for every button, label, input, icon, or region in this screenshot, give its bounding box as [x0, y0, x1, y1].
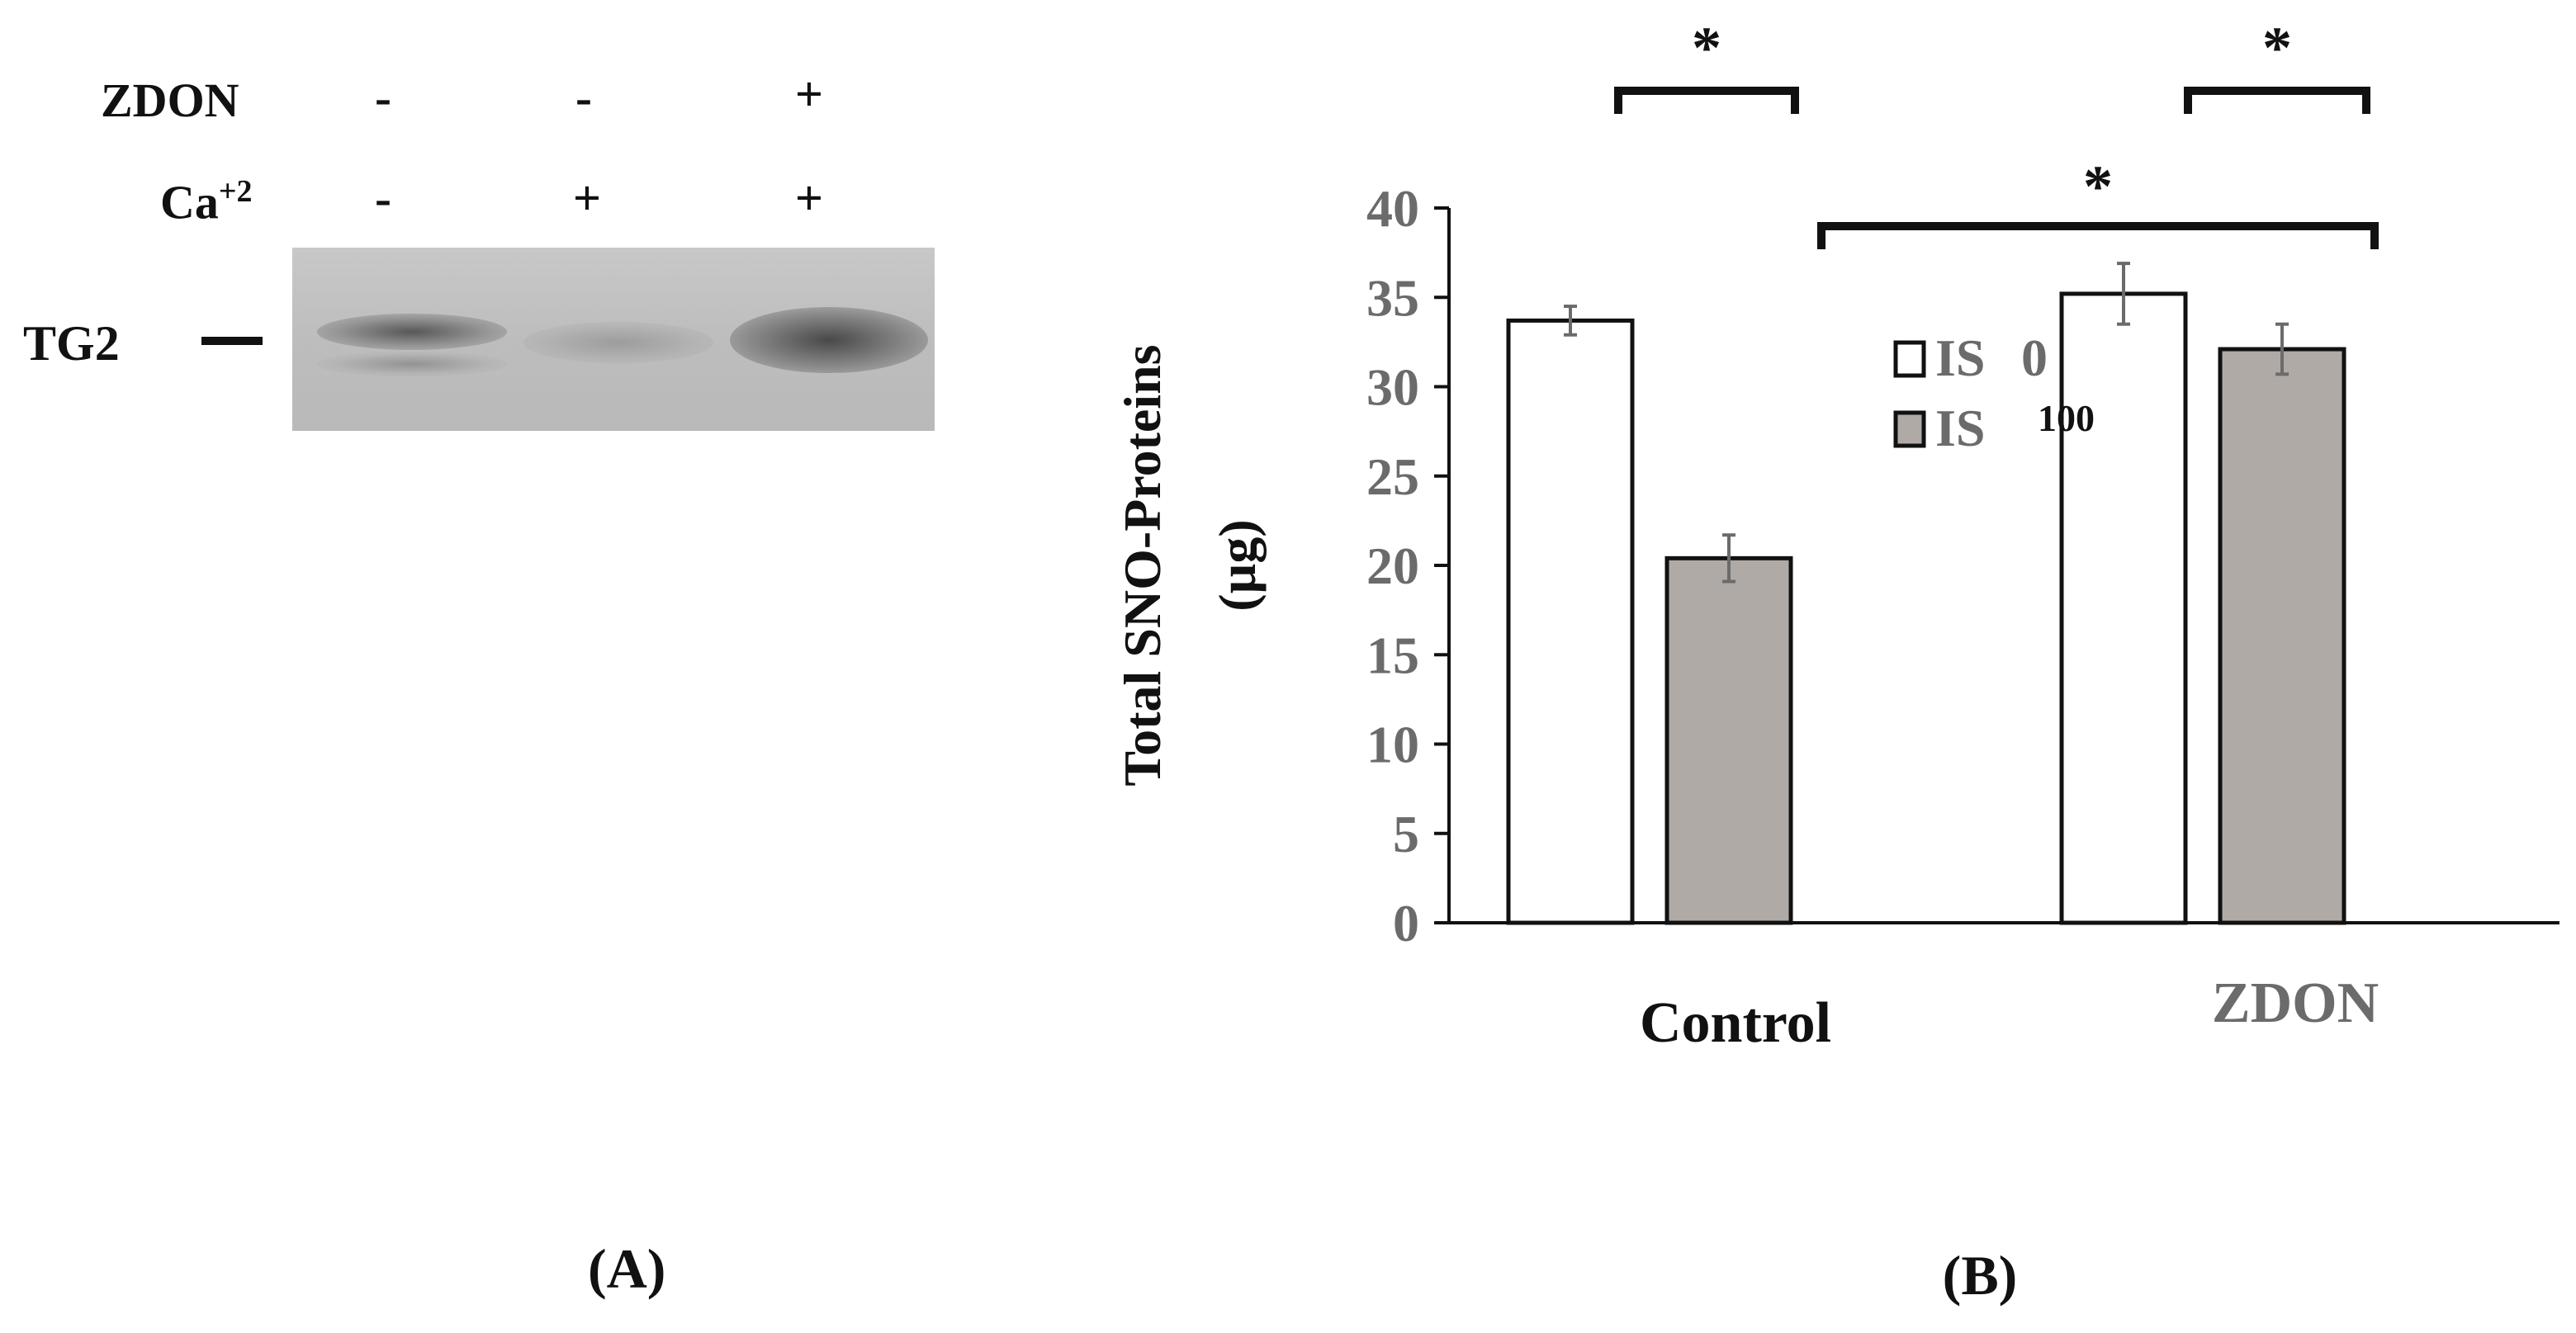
legend-swatch-is100	[1893, 410, 1926, 448]
y-tick-label: 30	[1366, 358, 1419, 417]
y-tick-label: 25	[1366, 447, 1419, 506]
significance-zdon-bracket	[2184, 87, 2370, 114]
panel-a-label-close: )	[646, 1237, 666, 1300]
significance-is100-star: *	[2083, 154, 2113, 220]
blot-band-lane-3	[730, 307, 928, 373]
legend-swatch-is0	[1893, 340, 1926, 378]
y-tick-label: 10	[1366, 716, 1419, 774]
zdon-sign-lane-2: -	[575, 70, 592, 125]
panel-a-label-open: (	[588, 1237, 607, 1300]
calcium-label-text: Ca	[160, 175, 219, 229]
panel-b-label: (B)	[1943, 1244, 2018, 1307]
significance-control-bracket	[1614, 87, 1799, 114]
y-axis-label-unit: (µg)	[1208, 519, 1267, 612]
zdon-row-label: ZDON	[101, 73, 239, 127]
significance-is100-bracket	[1817, 222, 2379, 249]
calcium-sign-lane-1: -	[375, 171, 391, 225]
panel-a-label-letter: A	[606, 1237, 647, 1300]
y-tick-label: 5	[1393, 805, 1419, 863]
blot-band-lane-1	[317, 314, 507, 350]
y-axis-label: Total SNO-Proteins	[1113, 344, 1172, 786]
calcium-row-label: Ca+2	[160, 173, 253, 229]
bar-control-is0	[1506, 318, 1635, 925]
legend-suffix-is100: 100	[2038, 397, 2095, 439]
bar-zdon-is0	[2059, 291, 2188, 925]
y-tick-label: 15	[1366, 626, 1419, 684]
legend-suffix-is0: 0	[2021, 329, 2048, 387]
calcium-superscript: +2	[218, 174, 253, 209]
x-category-label-zdon: ZDON	[2212, 971, 2379, 1035]
panel-a-label: (A)	[588, 1236, 665, 1302]
calcium-sign-lane-2: +	[572, 171, 602, 225]
y-tick-label: 35	[1366, 268, 1419, 327]
bar-zdon-is100	[2218, 347, 2346, 925]
tg2-label: TG2	[23, 316, 120, 371]
blot-band-lane-1-lower	[317, 352, 507, 376]
western-blot-image	[292, 248, 935, 431]
y-tick-label: 0	[1393, 894, 1419, 952]
legend-label-is0: IS	[1935, 329, 1986, 387]
y-tick-label: 40	[1366, 179, 1419, 238]
bar-control-is100	[1664, 555, 1793, 925]
blot-band-lane-2	[523, 322, 713, 363]
zdon-sign-lane-3: +	[794, 67, 824, 121]
calcium-sign-lane-3: +	[794, 171, 824, 225]
significance-control-star: *	[1692, 15, 1721, 81]
tg2-marker-line	[201, 337, 263, 345]
legend-label-is100: IS	[1935, 399, 1986, 457]
zdon-sign-lane-1: -	[375, 70, 391, 125]
significance-zdon-star: *	[2262, 15, 2292, 81]
x-category-label-control: Control	[1640, 991, 1831, 1055]
y-tick-label: 20	[1366, 537, 1419, 595]
